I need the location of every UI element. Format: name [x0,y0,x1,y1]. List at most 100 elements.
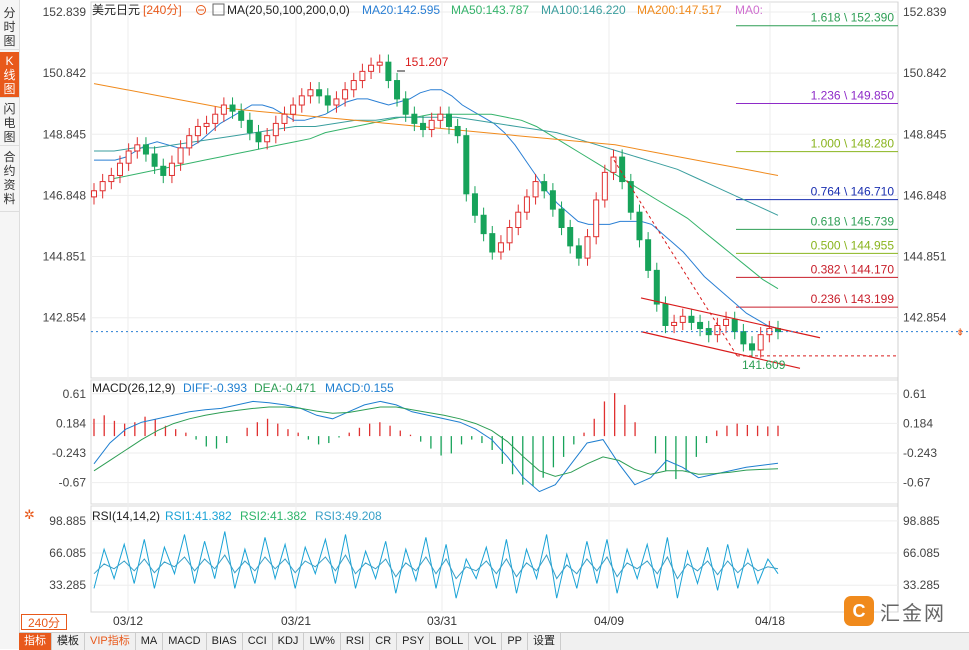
trend-channel[interactable]: ⇟ [91,159,969,369]
candle-body [731,318,738,333]
toolbar-item[interactable]: MA [136,633,164,650]
period-selector[interactable]: 240分 [21,614,67,630]
rsi-pane [93,531,779,599]
candle-body [610,156,617,173]
candle-body [662,303,669,326]
ma20-value: MA20:142.595 [362,3,440,17]
candle-body [142,144,149,155]
rsi1-value: RSI1:41.382 [165,509,232,523]
candle-body [558,208,565,229]
candle-body [307,89,314,97]
candle-body [601,171,608,201]
ma0-value: MA0: [735,3,763,17]
price-tick-left: 150.842 [43,66,87,80]
tab-timeshare[interactable]: 分时图 [0,4,19,50]
settings-icon[interactable] [196,5,206,15]
toolbar-item[interactable]: VOL [469,633,503,650]
candle-body [203,122,210,127]
candle-body [134,144,141,152]
indicator-icon[interactable] [212,3,225,16]
toolbar-item[interactable]: RSI [341,633,371,650]
candle-body [160,165,167,176]
candle-body [238,110,245,121]
price-tick-left: 144.851 [43,250,87,264]
rsi-settings-icon[interactable]: ✲ [24,507,35,522]
candle-body [385,61,392,82]
toolbar-item[interactable]: VIP指标 [85,633,136,650]
dashed-trend-line [613,159,738,357]
rsi-tick-right: 98.885 [903,514,940,528]
candle-body [290,104,297,115]
candle-body [619,156,626,183]
last-price-marker-icon: ⇟ [956,328,964,339]
candle-body [697,321,704,330]
macd-label: MACD(26,12,9) [92,381,175,395]
rsi-tick-left: 66.085 [49,546,86,560]
candle-body [394,80,401,100]
x-tick-label: 03/31 [427,614,457,628]
rsi3-line [93,554,779,580]
price-tick-right: 152.839 [903,5,947,19]
candle-body [168,162,175,176]
toolbar-item[interactable]: LW% [304,633,341,650]
toolbar-item[interactable]: PSY [397,633,431,650]
fib-level-label: 0.382 \ 144.170 [811,262,895,276]
x-tick-label: 04/18 [755,614,785,628]
candle-body [350,80,357,91]
candle-body [627,181,634,213]
toolbar-item[interactable]: CR [370,633,398,650]
candle-body [567,227,574,247]
fib-level-label: 0.618 \ 145.739 [811,214,895,228]
macd-tick-right: -0.67 [903,476,931,490]
toolbar-item[interactable]: 指标 [19,633,52,650]
macd-tick-left: 0.184 [56,416,86,430]
candle-body [125,150,132,164]
channel-upper-line [640,297,821,339]
toolbar-item[interactable]: PP [502,633,528,650]
tab-flash-chart[interactable]: 闪电图 [0,100,19,146]
toolbar-item[interactable]: 设置 [528,633,561,650]
candle-body [402,98,409,115]
x-tick-label: 03/12 [113,614,143,628]
candle-body [246,119,253,134]
candle-body [420,122,427,131]
macd-diff-line [93,400,779,493]
candle-body [679,315,686,323]
toolbar-item[interactable]: BOLL [430,633,470,650]
candle-body [532,181,539,198]
price-tick-left: 142.854 [43,311,87,325]
fib-level-label: 1.618 \ 152.390 [811,11,895,25]
rsi-tick-right: 66.085 [903,546,940,560]
candle-body [255,132,262,143]
macd-hist-value: MACD:0.155 [325,381,394,395]
rsi3-value: RSI3:49.208 [315,509,382,523]
toolbar-item[interactable]: KDJ [273,633,305,650]
candle-body [593,199,600,238]
candle-body [541,181,548,192]
rsi2-value: RSI2:41.382 [240,509,307,523]
candle-body [454,125,461,137]
toolbar-item[interactable]: MACD [163,633,207,650]
toolbar-item[interactable]: 模板 [52,633,85,650]
price-tick-right: 148.845 [903,127,947,141]
toolbar-item[interactable]: CCI [243,633,273,650]
tab-kline[interactable]: K线图 [0,52,19,98]
macd-tick-right: 0.61 [903,387,927,401]
high-annotation: 151.207 [405,55,449,69]
indicator-toolbar: 指标 模板 VIP指标 MA MACD BIAS CCI KDJ LW% RSI CR PSY BOLL… [19,632,969,650]
ma100-line [94,116,779,216]
candle-body [723,318,730,326]
channel-lower-line [640,331,801,369]
candle-body [714,324,721,336]
fib-level-label: 0.500 \ 144.955 [811,238,895,252]
candle-body [108,174,115,183]
candle-body [549,190,556,210]
candle-body [376,61,383,66]
candlesticks [91,54,781,358]
tab-contract-info[interactable]: 合约资料 [0,148,19,212]
logo-mark-icon: C [844,596,874,626]
rsi-tick-left: 33.285 [49,578,86,592]
toolbar-item[interactable]: BIAS [207,633,243,650]
price-annotations: 151.207 141.609 [397,55,786,372]
